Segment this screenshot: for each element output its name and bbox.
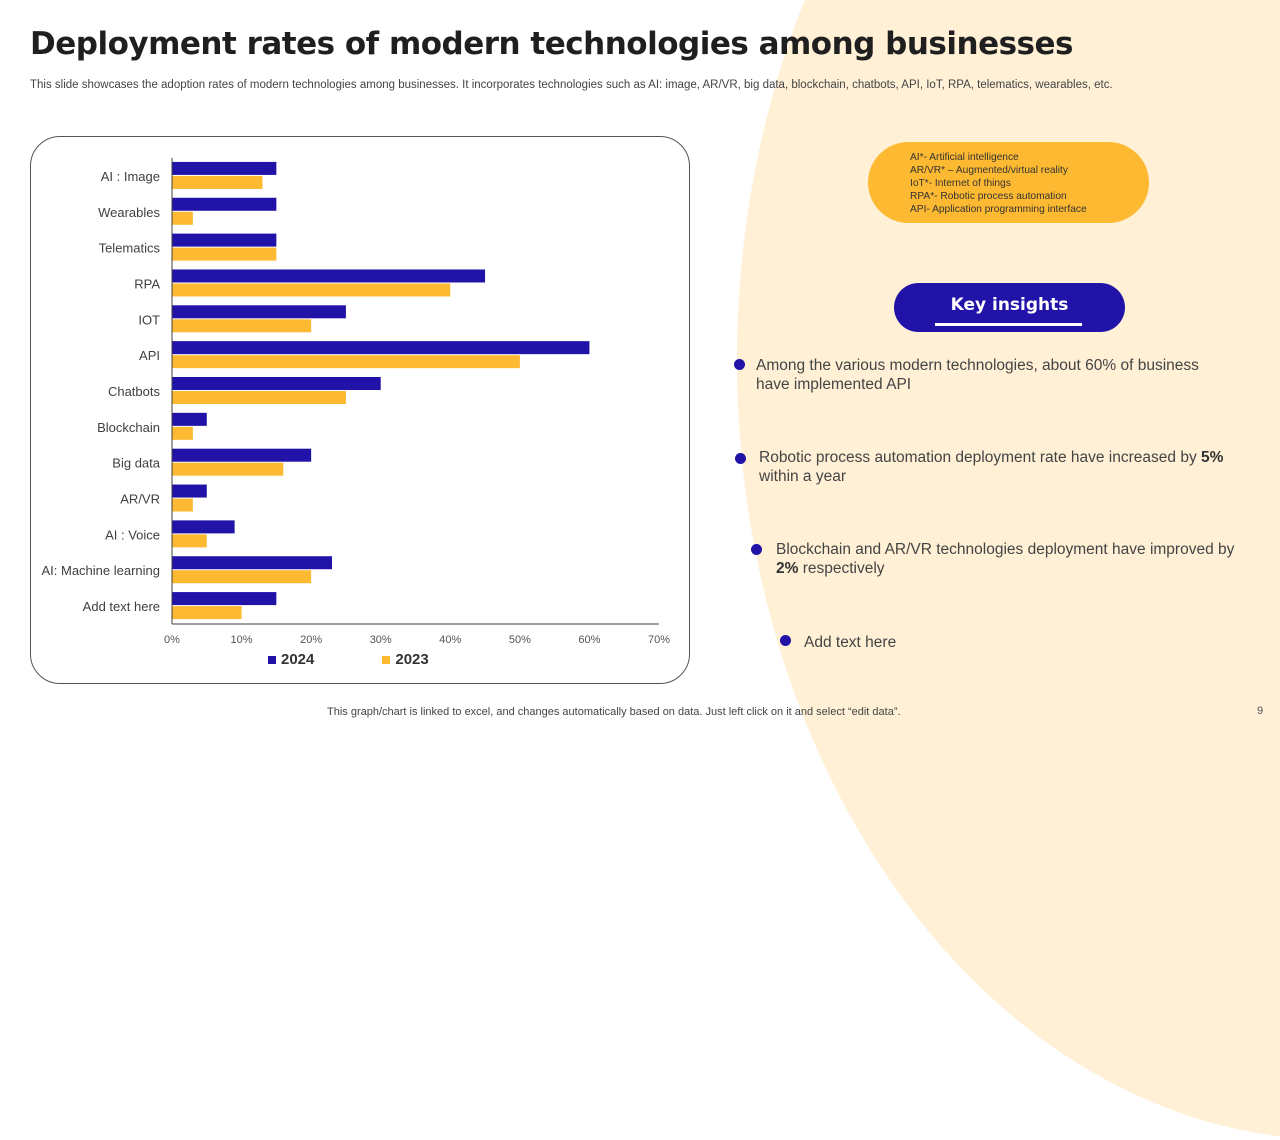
abbreviation-item: RPA*- Robotic process automation bbox=[910, 191, 1067, 202]
bullet-icon bbox=[780, 635, 791, 646]
insight-item-4[interactable]: Add text here bbox=[804, 633, 1280, 652]
legend-swatch-2024 bbox=[268, 655, 276, 664]
category-label: AI : Image bbox=[101, 169, 160, 184]
abbreviation-item: AR/VR* – Augmented/virtual reality bbox=[910, 165, 1068, 176]
insight-text-continued: within a year bbox=[759, 468, 847, 485]
insight-item-2: Robotic process automation deployment ra… bbox=[759, 448, 1249, 486]
bar-2024-iot bbox=[172, 305, 346, 319]
legend-label-2024: 2024 bbox=[281, 651, 315, 668]
key-insights-button[interactable]: Key insights bbox=[894, 283, 1125, 332]
bar-2023-rpa bbox=[172, 283, 451, 297]
insight-item-1: Among the various modern technologies, a… bbox=[756, 356, 1226, 394]
bullet-icon bbox=[751, 544, 762, 555]
x-tick-label: 0% bbox=[164, 634, 180, 646]
page-number: 9 bbox=[1257, 705, 1264, 717]
legend-swatch-2023 bbox=[382, 655, 391, 664]
bar-2024-wearables bbox=[172, 197, 277, 211]
bar-2024-ai-image bbox=[172, 161, 277, 175]
page-subtitle: This slide showcases the adoption rates … bbox=[30, 79, 1113, 91]
insight-text: Add text here bbox=[804, 634, 897, 651]
bar-2023-ar-vr bbox=[172, 498, 193, 512]
bar-2024-ai-voice bbox=[172, 520, 235, 534]
bar-2024-ai-machine-learning bbox=[172, 556, 333, 570]
x-tick-label: 50% bbox=[509, 634, 531, 646]
bar-2024-rpa bbox=[172, 269, 486, 283]
bar-2023-telematics bbox=[172, 247, 277, 261]
category-label: RPA bbox=[134, 276, 160, 291]
insight-highlight: 5% bbox=[1201, 449, 1224, 466]
key-insights-label: Key insights bbox=[950, 295, 1069, 315]
bar-2023-add-text-here bbox=[172, 606, 242, 620]
bar-2023-iot bbox=[172, 319, 312, 333]
x-tick-label: 60% bbox=[578, 634, 600, 646]
bar-2024-telematics bbox=[172, 233, 277, 247]
x-tick-label: 40% bbox=[439, 634, 461, 646]
chart-legend: 2024 2023 bbox=[268, 651, 429, 668]
insight-text-continued: respectively bbox=[798, 560, 885, 577]
bar-2024-api bbox=[172, 341, 590, 355]
x-tick-label: 20% bbox=[300, 634, 322, 646]
category-label: Big data bbox=[112, 456, 160, 471]
insight-highlight: 2% bbox=[776, 560, 799, 577]
footer-note: This graph/chart is linked to excel, and… bbox=[327, 706, 901, 718]
category-label: AR/VR bbox=[120, 492, 160, 507]
category-label: Chatbots bbox=[108, 384, 161, 399]
insight-text: Blockchain and AR/VR technologies deploy… bbox=[776, 541, 1235, 558]
bullet-icon bbox=[734, 359, 745, 370]
bar-2023-chatbots bbox=[172, 391, 346, 404]
bar-2024-blockchain bbox=[172, 412, 207, 426]
bar-2024-big-data bbox=[172, 448, 312, 462]
bar-chart[interactable]: AI : Image Wearables Telematics RPA IOT API Ch… bbox=[0, 0, 700, 700]
category-label: AI : Voice bbox=[105, 527, 160, 542]
abbreviation-item: AI*- Artificial intelligence bbox=[910, 152, 1019, 163]
bullet-icon bbox=[735, 453, 746, 464]
bar-2023-ai-image bbox=[172, 175, 263, 189]
x-tick-label: 30% bbox=[370, 634, 392, 646]
abbreviations-box: AI*- Artificial intelligence AR/VR* – Au… bbox=[868, 142, 1149, 223]
page-title: Deployment rates of modern technologies … bbox=[30, 26, 1073, 62]
abbreviation-item: API- Application programming interface bbox=[910, 204, 1087, 215]
category-label: API bbox=[139, 348, 160, 363]
x-tick-label: 70% bbox=[648, 634, 670, 646]
category-label: Blockchain bbox=[97, 420, 160, 435]
bar-2024-chatbots bbox=[172, 377, 381, 390]
x-tick-label: 10% bbox=[231, 634, 253, 646]
insight-text: Robotic process automation deployment ra… bbox=[759, 449, 1201, 466]
chart-card[interactable] bbox=[30, 136, 690, 684]
bar-2023-big-data bbox=[172, 462, 284, 476]
legend-label-2023: 2023 bbox=[395, 651, 429, 668]
category-label: AI: Machine learning bbox=[41, 563, 160, 578]
category-label: Add text here bbox=[83, 599, 160, 614]
abbreviation-item: IoT*- Internet of things bbox=[910, 178, 1011, 189]
bar-2023-api bbox=[172, 355, 520, 369]
bar-2023-wearables bbox=[172, 211, 193, 225]
legend-item-2023: 2023 bbox=[382, 651, 429, 668]
legend-item-2024: 2024 bbox=[268, 651, 314, 668]
bar-2023-ai-voice bbox=[172, 534, 207, 548]
category-label: Wearables bbox=[98, 205, 160, 220]
category-label: IOT bbox=[138, 312, 160, 327]
bar-2024-add-text-here bbox=[172, 592, 277, 606]
bar-2023-ai-machine-learning bbox=[172, 570, 312, 584]
insight-text: Among the various modern technologies, a… bbox=[756, 357, 1199, 393]
insight-item-3: Blockchain and AR/VR technologies deploy… bbox=[776, 540, 1246, 578]
bar-2024-ar-vr bbox=[172, 484, 207, 498]
category-label: Telematics bbox=[99, 241, 161, 256]
bar-2023-blockchain bbox=[172, 426, 193, 440]
key-insights-underline bbox=[935, 323, 1082, 326]
